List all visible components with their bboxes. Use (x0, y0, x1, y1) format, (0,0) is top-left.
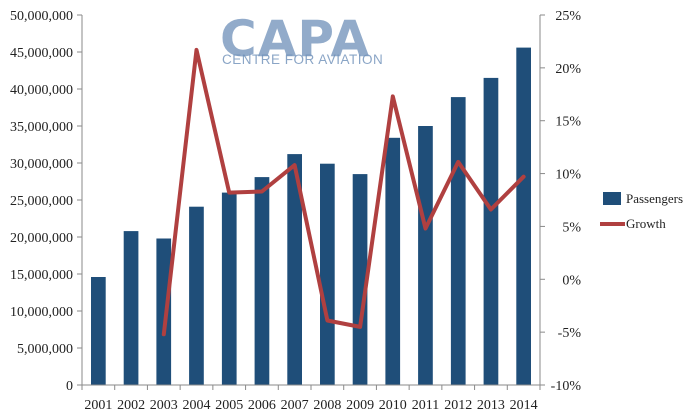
bar-passengers-2014 (516, 47, 531, 385)
y-left-tick-label: 20,000,000 (10, 231, 73, 246)
x-tick-label: 2001 (84, 398, 112, 413)
x-tick-label: 2006 (248, 398, 276, 413)
bar-passengers-2007 (287, 154, 302, 385)
bar-passengers-2009 (352, 174, 368, 385)
plot-area (91, 47, 531, 386)
y-left-tick-label: 45,000,000 (10, 46, 73, 61)
y-right-tick-label: -10% (551, 379, 582, 394)
x-tick-label: 2007 (281, 398, 309, 413)
watermark-main: CAPA (220, 10, 370, 68)
bar-passengers-2001 (91, 277, 106, 385)
axes: 0 5,000,000 10,000,000 15,000,000 20,000,000… (10, 9, 581, 413)
x-tick-label: 2005 (215, 398, 243, 413)
y-left-tick-label: 5,000,000 (17, 342, 73, 357)
y-right-tick-label: 0% (562, 273, 581, 288)
bar-passengers-2013 (483, 77, 499, 386)
legend: Passengers Growth (600, 191, 683, 231)
x-tick-label: 2002 (117, 398, 145, 413)
legend-swatch-passengers (603, 192, 621, 205)
bar-passengers-2002 (123, 231, 139, 385)
x-tick-label: 2004 (183, 398, 211, 413)
line-growth (161, 47, 526, 337)
bar-passengers-2005 (221, 192, 237, 385)
x-tick-label: 2012 (444, 398, 472, 413)
x-tick-label: 2010 (379, 398, 407, 413)
x-tick-label: 2011 (412, 398, 439, 413)
bar-passengers-2011 (418, 126, 433, 385)
y-left-tick-label: 30,000,000 (10, 157, 73, 172)
x-tick-label: 2003 (150, 398, 178, 413)
y-right-tick-label: 10% (555, 168, 581, 183)
x-tick-label: 2014 (510, 398, 538, 413)
y-left-tick-label: 0 (66, 379, 73, 394)
y-left-tick-label: 15,000,000 (10, 268, 73, 283)
y-right-tick-label: 5% (562, 220, 581, 235)
bar-passengers-2010 (385, 137, 401, 385)
y-left-tick-label: 50,000,000 (10, 9, 73, 24)
legend-label-growth: Growth (626, 216, 666, 231)
y-right-tick-label: -5% (558, 326, 582, 341)
y-left-tick-label: 25,000,000 (10, 194, 73, 209)
x-tick-label: 2008 (313, 398, 341, 413)
bar-passengers-2003 (156, 238, 172, 385)
y-left-tick-label: 10,000,000 (10, 305, 73, 320)
y-left-tick-label: 35,000,000 (10, 120, 73, 135)
x-tick-label: 2009 (346, 398, 374, 413)
bar-passengers-2008 (320, 163, 335, 385)
bar-passengers-2012 (450, 97, 466, 385)
capa-watermark-logo: CAPA CENTRE FOR AVIATION (220, 10, 383, 68)
y-right-tick-label: 15% (555, 115, 581, 130)
y-left-tick-label: 40,000,000 (10, 83, 73, 98)
bar-passengers-2004 (189, 206, 204, 385)
legend-label-passengers: Passengers (626, 191, 683, 206)
y-right-tick-label: 20% (555, 62, 581, 77)
bar-passengers-2006 (254, 177, 270, 385)
watermark-sub: CENTRE FOR AVIATION (222, 52, 383, 67)
x-tick-label: 2013 (477, 398, 505, 413)
y-right-tick-label: 25% (555, 9, 581, 24)
